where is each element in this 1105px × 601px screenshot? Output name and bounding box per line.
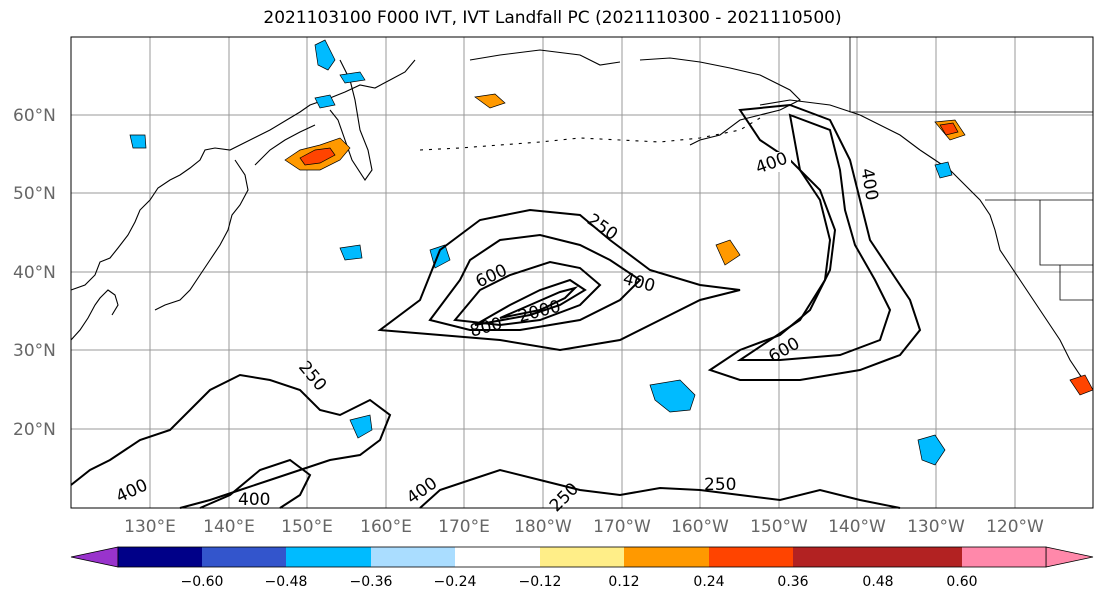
colorbar-tick: −0.60 (181, 574, 224, 590)
lon-label: 140°E (203, 517, 255, 537)
colorbar-extend-low (70, 546, 119, 568)
border-bc (985, 199, 1093, 301)
lon-label: 140°W (828, 517, 886, 537)
contour-600 (453, 260, 602, 327)
blob-blue-3 (314, 94, 336, 109)
colorbar-tick: −0.12 (519, 574, 562, 590)
colorbar-bin (118, 547, 202, 567)
colorbar-bin (793, 547, 878, 567)
blob-blue-7 (339, 244, 363, 261)
colorbar-bin (878, 547, 962, 567)
blob-blue-1 (314, 39, 336, 71)
blob-blue-5 (917, 434, 946, 466)
lat-label: 30°N (13, 341, 56, 361)
ivt-shading (129, 39, 1094, 466)
colorbar-tick: 0.48 (862, 574, 893, 590)
coast-japan (154, 159, 249, 311)
contour-2000 (499, 286, 579, 319)
contour-label: 400 (238, 490, 270, 510)
colorbar-tick: 0.12 (608, 574, 639, 590)
blob-red-1 (299, 147, 336, 166)
coast-alaska (639, 57, 921, 151)
contour-label: 250 (704, 475, 736, 495)
colorbar-bin (962, 547, 1046, 567)
colorbar-bin (540, 547, 624, 567)
colorbar-tick: −0.24 (434, 574, 477, 590)
colorbar-bin (202, 547, 286, 567)
ivt-contours (70, 103, 922, 509)
coast-aleutians (419, 117, 761, 151)
contour-south (70, 373, 392, 509)
lat-label: 40°N (13, 263, 56, 283)
contour-east-loop (707, 103, 922, 381)
blob-orange-4 (715, 239, 741, 266)
blob-blue-8 (934, 161, 953, 179)
colorbar-tick: −0.36 (350, 574, 393, 590)
colorbar-tick: 0.60 (946, 574, 977, 590)
lon-label: 130°E (124, 517, 176, 537)
lon-label: 160°E (360, 517, 412, 537)
lat-label: 20°N (13, 420, 56, 440)
blob-blue-4 (649, 379, 696, 413)
lon-label: 130°W (907, 517, 965, 537)
colorbar-bin (286, 547, 371, 567)
lon-label: 150°E (281, 517, 333, 537)
lon-label: 120°W (986, 517, 1044, 537)
coastlines (70, 37, 1094, 391)
lat-label: 50°N (13, 184, 56, 204)
coast-asia-south (70, 289, 119, 341)
lon-labels: 130°E 140°E 150°E 160°E 170°E 180°W 170°… (124, 517, 1044, 537)
lon-label: 150°W (750, 517, 808, 537)
lon-label: 160°W (671, 517, 729, 537)
graticule (71, 37, 1093, 508)
lat-label: 60°N (13, 106, 56, 126)
contour-400 (428, 233, 642, 331)
contour-label-bg (755, 152, 791, 172)
colorbar-extend-high (1045, 546, 1094, 568)
coast-na-west (919, 149, 1094, 391)
lon-label: 170°W (593, 517, 651, 537)
colorbar-tick: 0.36 (777, 574, 808, 590)
map-title: 2021103100 F000 IVT, IVT Landfall PC (20… (263, 8, 842, 28)
blob-orange-3 (474, 93, 506, 109)
contour-south-east (419, 468, 901, 509)
coast-kamchatka (329, 59, 373, 181)
contour-250-outer (377, 208, 741, 352)
colorbar-tick: 0.24 (693, 574, 724, 590)
colorbar-bin (455, 547, 540, 567)
blob-red-2 (939, 122, 959, 136)
colorbar-bin (624, 547, 709, 567)
blob-blue-2 (339, 71, 366, 84)
colorbar-bin (709, 547, 793, 567)
contour-800 (474, 278, 587, 326)
border-canada-us (849, 37, 1093, 113)
lat-labels: 60°N 50°N 40°N 30°N 20°N (13, 106, 56, 440)
contour-south-2 (199, 458, 312, 509)
coast-alaska-north (469, 49, 621, 66)
map-frame (70, 36, 1094, 509)
contour-east-inner (736, 113, 892, 361)
colorbar-bin (371, 547, 455, 567)
colorbar: −0.60 −0.48 −0.36 −0.24 −0.12 0.12 0.24 … (70, 546, 1094, 590)
coast-kuril (254, 124, 316, 166)
lon-label: 170°E (438, 517, 490, 537)
blob-blue-6 (349, 414, 373, 439)
lon-label: 180°W (514, 517, 572, 537)
blob-blue-9 (129, 134, 147, 149)
coast-asia (70, 59, 416, 291)
colorbar-tick: −0.48 (265, 574, 308, 590)
colorbar-frame (117, 546, 1047, 568)
